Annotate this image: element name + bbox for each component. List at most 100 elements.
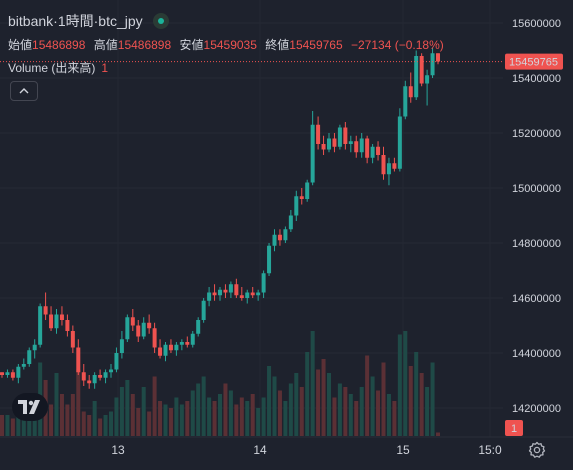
price-tick-label: 14800000: [512, 238, 561, 250]
candle-body: [256, 292, 261, 296]
price-tick-label: 15400000: [512, 73, 561, 85]
candle-body: [168, 344, 173, 351]
low-value: 15459035: [203, 38, 257, 52]
chevron-up-icon: [19, 88, 29, 94]
gear-icon[interactable]: [528, 441, 546, 459]
volume-bar: [348, 394, 353, 436]
volume-bar: [49, 404, 54, 436]
candle-body: [294, 196, 299, 216]
volume-bar: [114, 397, 119, 436]
volume-bar: [321, 359, 326, 436]
candle-body: [125, 317, 130, 340]
volume-bar: [316, 369, 321, 436]
high-label: 高値: [93, 38, 118, 52]
volume-bar: [32, 415, 37, 436]
volume-bar: [87, 415, 92, 436]
time-tick-label: 14: [253, 443, 267, 457]
volume-bar: [147, 411, 152, 436]
volume-bar: [403, 331, 408, 436]
volume-label: Volume (出来高): [8, 61, 96, 75]
volume-bar: [119, 387, 124, 436]
candle-body: [218, 289, 222, 296]
candle-body: [408, 86, 413, 98]
tradingview-logo[interactable]: [12, 393, 48, 421]
candle-body: [414, 56, 419, 98]
price-tick-label: 15200000: [512, 128, 561, 140]
candle-body: [327, 138, 331, 150]
market-status-icon[interactable]: [152, 13, 169, 29]
volume-bar: [212, 401, 217, 436]
volume-bar: [299, 387, 304, 436]
ohlc-legend: 始値15486898 高値15486898 安値15459035 終値15459…: [8, 36, 449, 53]
interval-label: 1時間: [57, 13, 94, 29]
volume-bar: [223, 383, 228, 436]
candle-body: [10, 372, 15, 378]
tradingview-logo-icon: [18, 400, 40, 414]
volume-bar: [256, 408, 261, 436]
volume-bar: [168, 408, 173, 436]
volume-bar: [218, 394, 222, 436]
time-axis-labels[interactable]: 13 14 15 15:0: [111, 443, 502, 457]
candle-body: [250, 292, 255, 296]
candle-body: [5, 372, 10, 375]
volume-legend[interactable]: Volume (出来高) 1: [8, 59, 108, 76]
candle-body: [158, 347, 163, 356]
collapse-legend-button[interactable]: [10, 81, 38, 101]
volume-bar: [196, 383, 201, 436]
volume-bar: [283, 401, 288, 436]
time-tick-label: 15: [396, 443, 410, 457]
volume-bar: [70, 394, 75, 436]
volume-bar: [277, 390, 282, 436]
candle-body: [81, 372, 86, 381]
candle-body: [381, 155, 386, 175]
candle-body: [65, 320, 70, 331]
title-separator: ·: [53, 13, 58, 29]
volume-bar: [376, 390, 381, 436]
volume-bar: [370, 376, 375, 436]
low-label: 安値: [179, 38, 204, 52]
volume-bar: [408, 366, 413, 436]
volume-bar: [185, 401, 190, 436]
volume-bar: [288, 383, 293, 436]
volume-bar: [267, 366, 272, 436]
change-value: −27134 (−0.18%): [351, 38, 444, 52]
price-tick-label: 15600000: [512, 18, 561, 30]
volume-bar: [414, 352, 419, 436]
candle-body: [310, 124, 315, 183]
candle-body: [92, 375, 97, 384]
volume-bar: [386, 394, 391, 436]
candle-body: [288, 215, 293, 230]
candle-body: [16, 366, 21, 378]
candle-body: [27, 350, 32, 364]
price-tick-label: 14600000: [512, 293, 561, 305]
candle-body: [98, 375, 103, 378]
volume-bar: [201, 376, 206, 436]
volume-bar: [109, 411, 113, 436]
candle-body: [87, 380, 92, 384]
volume-bar: [81, 411, 86, 436]
candle-body: [185, 342, 190, 345]
volume-bar: [245, 401, 250, 436]
volume-bar: [76, 369, 81, 436]
candle-body: [332, 138, 337, 147]
candle-body: [190, 333, 195, 345]
candle-body: [136, 325, 141, 337]
open-value: 15486898: [32, 38, 86, 52]
volume-bar: [228, 390, 233, 436]
volume-bar: [190, 390, 195, 436]
volume-bar: [65, 404, 70, 436]
candle-body: [103, 372, 108, 378]
candle-body: [141, 322, 146, 337]
candle-body: [397, 116, 402, 169]
volume-bar: [272, 376, 277, 436]
time-tick-label: 15:0: [478, 443, 502, 457]
candle-body: [212, 292, 217, 296]
candle-body: [419, 56, 424, 84]
price-axis[interactable]: [504, 0, 573, 437]
candle-body: [114, 353, 119, 370]
volume-bar: [234, 404, 239, 436]
candle-body: [196, 320, 201, 334]
grid: [0, 0, 503, 437]
